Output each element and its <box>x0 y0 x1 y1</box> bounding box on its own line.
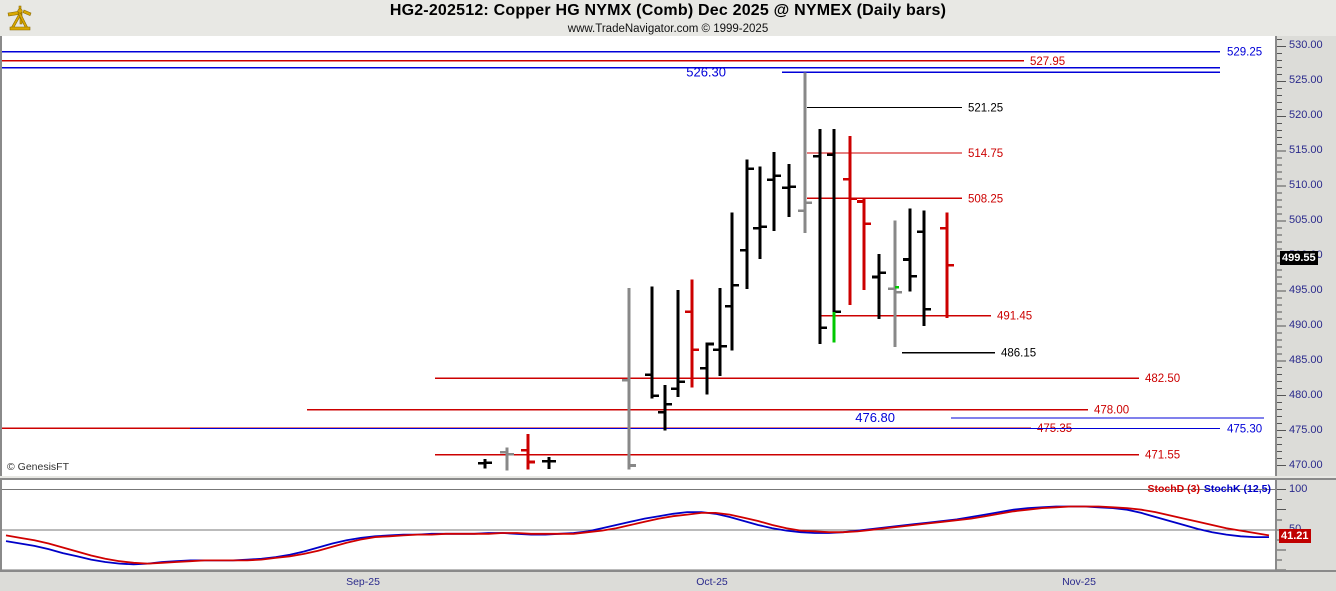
stoch-d-legend[interactable]: StochD (3) <box>1147 483 1201 495</box>
price-level-label: 491.45 <box>997 311 1032 323</box>
price-chart-pane[interactable]: 529.25 527.95 526.30 521.25 514.75 508.25 491.… <box>0 36 1275 476</box>
stochastic-axis[interactable]: 1005041.21 <box>1275 478 1336 570</box>
ohlc-bar[interactable] <box>740 159 754 289</box>
price-level-label: 475.35 <box>1037 423 1072 435</box>
stoch-series <box>5 505 1269 566</box>
stoch-k-legend[interactable]: StochK (12,5) <box>1203 483 1271 495</box>
ohlc-bar[interactable] <box>671 290 685 398</box>
ohlc-bar[interactable] <box>700 342 714 395</box>
ohlc-bar[interactable] <box>685 279 699 388</box>
price-axis[interactable]: 530.00525.00520.00515.00510.00505.00500.… <box>1275 36 1336 476</box>
price-level-label: 478.00 <box>1094 405 1129 417</box>
price-level-label: 482.50 <box>1145 373 1180 385</box>
surveyor-transit-logo-icon <box>2 2 38 34</box>
stoch-axis-label: 100 <box>1289 482 1308 495</box>
price-axis-label: 495.00 <box>1289 283 1323 296</box>
ohlc-bar[interactable] <box>658 385 672 431</box>
ohlc-bar[interactable] <box>500 447 514 471</box>
price-level-label: 476.80 <box>855 410 895 425</box>
ohlc-bar[interactable] <box>521 434 535 470</box>
ohlc-bar[interactable] <box>782 163 796 217</box>
price-axis-label: 485.00 <box>1289 353 1323 366</box>
page-subtitle: www.TradeNavigator.com © 1999-2025 <box>567 23 769 35</box>
stoch-series <box>5 505 1270 565</box>
ohlc-bar[interactable] <box>888 220 902 347</box>
price-axis-label: 505.00 <box>1289 214 1323 227</box>
price-level-label: 529.25 <box>1227 47 1262 59</box>
price-axis-ticks <box>1277 38 1286 467</box>
price-axis-label: 520.00 <box>1289 109 1323 122</box>
ohlc-bar[interactable] <box>843 135 857 305</box>
ohlc-bar[interactable] <box>713 288 727 377</box>
price-level-label: 526.30 <box>686 64 726 79</box>
price-axis-label: 490.00 <box>1289 318 1323 331</box>
ohlc-bar[interactable] <box>940 212 954 319</box>
price-axis-label: 510.00 <box>1289 179 1323 192</box>
ohlc-bar[interactable] <box>542 457 556 470</box>
ohlc-bar[interactable] <box>478 459 492 469</box>
stochastic-svg <box>2 489 1277 570</box>
ohlc-bar[interactable] <box>753 166 767 259</box>
price-axis-label: 470.00 <box>1289 458 1323 471</box>
price-axis-label: 475.00 <box>1289 423 1323 436</box>
genesis-watermark: © GenesisFT <box>7 461 70 473</box>
price-axis-label: 530.00 <box>1289 39 1323 52</box>
price-level-label: 527.95 <box>1030 56 1065 68</box>
price-level-label: 471.55 <box>1145 450 1180 462</box>
price-axis-label: 480.00 <box>1289 388 1323 401</box>
price-level-label: 521.25 <box>968 103 1003 115</box>
ohlc-bar[interactable] <box>903 208 917 292</box>
ohlc-bar[interactable] <box>725 212 739 351</box>
ohlc-bar[interactable] <box>622 288 636 470</box>
date-axis-label: Nov-25 <box>1062 576 1096 588</box>
price-axis-label: 515.00 <box>1289 144 1323 157</box>
ohlc-bar[interactable] <box>813 128 827 344</box>
price-level-label: 486.15 <box>1001 348 1036 360</box>
ohlc-bar[interactable] <box>827 128 841 321</box>
price-chart-svg: 529.25 527.95 526.30 521.25 514.75 508.25 491.… <box>2 47 1264 471</box>
stoch-current-marker[interactable]: 41.21 <box>1279 528 1311 543</box>
price-level-label: 514.75 <box>968 148 1003 160</box>
ohlc-bar[interactable] <box>917 210 931 326</box>
price-level-label: 475.30 <box>1227 424 1262 436</box>
date-axis[interactable]: Sep-25 Oct-25 Nov-25 <box>0 570 1336 591</box>
page-title: HG2-202512: Copper HG NYMX (Comb) Dec 20… <box>389 2 947 19</box>
stochastic-pane[interactable]: StochD (3) StochK (12,5) <box>0 478 1277 570</box>
last-price-marker[interactable]: 499.55 <box>1280 251 1318 266</box>
ohlc-bar[interactable] <box>645 286 659 399</box>
ohlc-bar[interactable] <box>872 253 886 319</box>
ohlc-bar[interactable] <box>767 151 781 231</box>
price-level-label: 508.25 <box>968 193 1003 205</box>
price-axis-label: 525.00 <box>1289 74 1323 87</box>
date-axis-label: Oct-25 <box>696 576 728 588</box>
ohlc-bar[interactable] <box>857 198 871 291</box>
ohlc-bar[interactable] <box>798 72 812 233</box>
date-axis-label: Sep-25 <box>346 576 380 588</box>
